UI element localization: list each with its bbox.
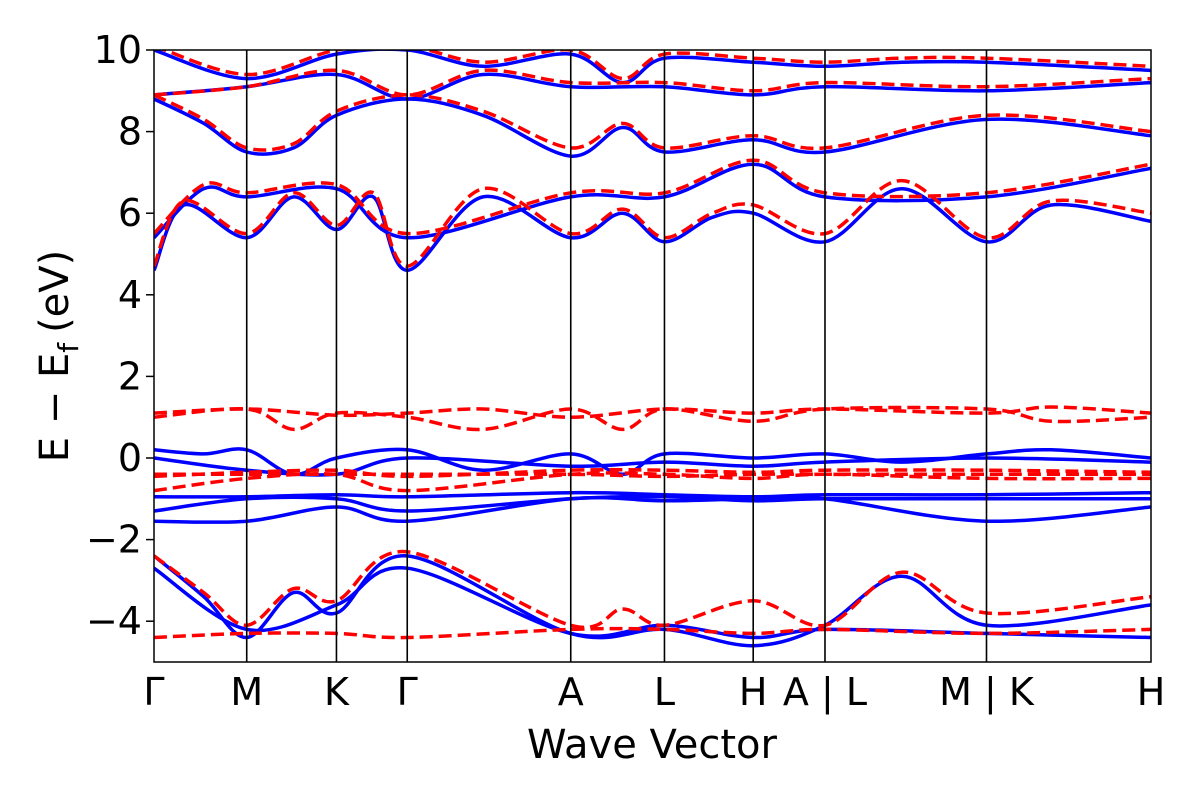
bands-layer: [154, 50, 1151, 648]
x-tick-label-6: H: [739, 670, 768, 714]
solid-band-2: [154, 495, 1151, 525]
y-axis-title: E − Ef (eV): [32, 250, 85, 463]
y-tick-label-5: 0: [118, 436, 142, 480]
x-tick-label-4: A: [558, 670, 584, 714]
solid-band-3: [154, 494, 1151, 513]
x-tick-label-5: L: [654, 670, 675, 714]
x-tick-label-7: A | L: [783, 670, 867, 715]
x-tick-label-3: Γ: [397, 670, 418, 714]
solid-band-10: [154, 72, 1151, 101]
dashed-band-2: [154, 471, 1151, 493]
y-tick-label-7: −4: [86, 599, 142, 643]
dashed-band-6: [154, 405, 1151, 419]
dashed-band-10: [154, 68, 1151, 97]
solid-band-9: [154, 97, 1151, 158]
dashed-band-0: [154, 626, 1151, 640]
y-tick-label-0: 10: [94, 28, 142, 72]
y-axis-title-sub: f: [52, 342, 85, 353]
y-axis-ticks: 10 8 6 4 2 0 −2 −4: [86, 28, 154, 643]
plot-frame: [153, 49, 1152, 663]
x-tick-label-0: Γ: [143, 670, 164, 714]
x-axis-title: Wave Vector: [527, 722, 778, 768]
y-tick-label-3: 4: [118, 273, 142, 317]
solid-band-7: [154, 186, 1151, 273]
kpoint-lines: [245, 50, 988, 662]
dashed-band-7: [154, 178, 1151, 268]
x-axis-ticks: Γ M K Γ A L H A | L M | K H: [143, 670, 1165, 715]
y-tick-label-1: 8: [118, 110, 142, 154]
y-axis-title-main: E − E: [32, 353, 78, 463]
dashed-band-5: [154, 405, 1151, 432]
y-tick-label-2: 6: [118, 191, 142, 235]
y-tick-label-4: 2: [118, 354, 142, 398]
y-axis-title-unit: (eV): [32, 250, 78, 333]
x-tick-label-8: M | K: [939, 670, 1035, 715]
x-tick-label-9: H: [1137, 670, 1166, 714]
y-tick-label-6: −2: [86, 518, 142, 562]
dashed-band-4: [154, 472, 1151, 479]
solid-band-6: [154, 456, 1151, 477]
x-tick-label-2: K: [324, 670, 350, 714]
dashed-band-3: [154, 467, 1151, 479]
solid-band-4: [154, 490, 1151, 499]
dashed-band-1: [154, 550, 1151, 629]
x-tick-label-1: M: [230, 670, 263, 714]
